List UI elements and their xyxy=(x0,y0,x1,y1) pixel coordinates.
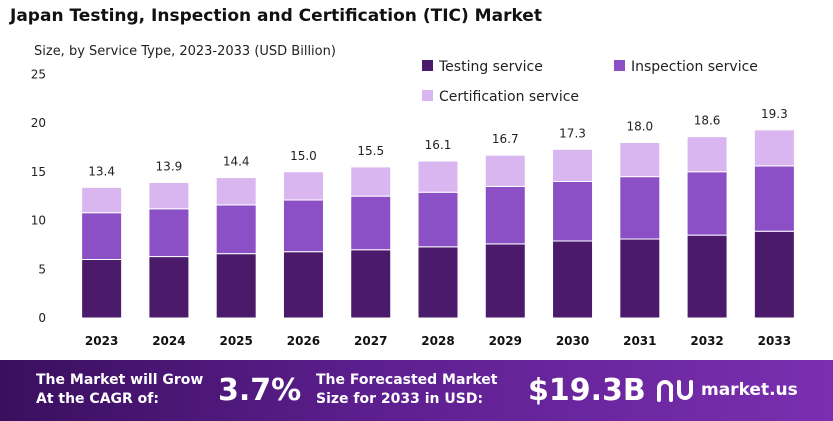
bar-total-label: 15.0 xyxy=(290,149,317,163)
x-tick-label: 2033 xyxy=(758,334,791,348)
bar-segment-testing-service xyxy=(753,230,795,319)
legend-swatch xyxy=(422,90,433,101)
bar-segment-inspection-service xyxy=(148,208,190,258)
x-tick-label: 2032 xyxy=(690,334,723,348)
cagr-label: The Market will Grow At the CAGR of: xyxy=(36,372,204,407)
bar-segment-certification-service xyxy=(215,177,257,206)
y-tick-label: 0 xyxy=(38,311,46,325)
x-tick-label: 2030 xyxy=(556,334,589,348)
bar-segment-testing-service xyxy=(686,234,728,319)
x-axis: 2023 2024 2025 2026 2027 2028 2029 2030 2031 2032… xyxy=(85,334,791,348)
legend-swatch xyxy=(422,60,433,71)
legend: Testing service Inspection service Certifi… xyxy=(422,59,758,105)
total-labels: 13.4 13.9 14.4 15.0 15.5 16.1 16.7 17.3 18.0 18.6… xyxy=(88,107,787,179)
legend-swatch xyxy=(614,60,625,71)
bar-segment-testing-service xyxy=(148,256,190,319)
bar-total-label: 17.3 xyxy=(559,126,586,140)
chart-title: Japan Testing, Inspection and Certificat… xyxy=(10,6,542,26)
forecast-value: $19.3B xyxy=(528,373,646,408)
bar-segment-certification-service xyxy=(350,166,392,197)
bar-segment-certification-service xyxy=(417,160,459,193)
bar-segment-certification-service xyxy=(619,142,661,178)
footer-banner: The Market will Grow At the CAGR of: 3.7… xyxy=(0,360,833,421)
bar-total-label: 16.1 xyxy=(425,138,452,152)
y-tick-label: 15 xyxy=(31,165,46,179)
cagr-value: 3.7% xyxy=(218,373,302,408)
bar-segment-testing-service xyxy=(81,259,123,319)
y-tick-label: 10 xyxy=(31,214,46,228)
bar-segment-inspection-service xyxy=(81,212,123,260)
bar-total-label: 18.6 xyxy=(694,114,721,128)
y-tick-label: 25 xyxy=(31,67,46,81)
bar-segment-testing-service xyxy=(215,253,257,319)
y-tick-label: 20 xyxy=(31,116,46,130)
bar-segment-certification-service xyxy=(686,136,728,173)
bar-segment-certification-service xyxy=(753,129,795,167)
x-tick-label: 2029 xyxy=(489,334,522,348)
bar-segment-certification-service xyxy=(552,148,594,182)
bar-segment-inspection-service xyxy=(282,199,324,253)
bar-total-label: 18.0 xyxy=(626,120,653,134)
bar-segment-certification-service xyxy=(81,186,123,214)
forecast-label: The Forecasted Market Size for 2033 in U… xyxy=(316,372,498,407)
legend-label: Inspection service xyxy=(631,59,758,75)
bar-segment-certification-service xyxy=(148,181,190,210)
market-us-logo-icon xyxy=(657,380,693,402)
bar-segment-inspection-service xyxy=(753,165,795,232)
bar-segment-testing-service xyxy=(350,249,392,319)
legend-label: Certification service xyxy=(439,89,579,105)
x-tick-label: 2024 xyxy=(152,334,185,348)
bar-segment-certification-service xyxy=(484,154,526,187)
bar-segment-testing-service xyxy=(282,251,324,319)
bar-segment-inspection-service xyxy=(215,204,257,255)
bar-segment-inspection-service xyxy=(686,171,728,236)
bar-segment-testing-service xyxy=(552,240,594,319)
bar-segment-inspection-service xyxy=(484,185,526,245)
bar-total-label: 13.9 xyxy=(156,159,183,173)
bar-segment-inspection-service xyxy=(350,195,392,251)
y-axis: 0 5 10 15 20 25 xyxy=(31,67,46,325)
legend-label: Testing service xyxy=(438,59,543,75)
x-tick-label: 2028 xyxy=(421,334,454,348)
y-tick-label: 5 xyxy=(38,262,46,276)
bars-group xyxy=(81,129,795,319)
bar-segment-testing-service xyxy=(417,246,459,319)
x-tick-label: 2027 xyxy=(354,334,387,348)
bar-segment-inspection-service xyxy=(552,181,594,242)
bar-total-label: 15.5 xyxy=(357,144,384,158)
bar-total-label: 16.7 xyxy=(492,132,519,146)
x-tick-label: 2025 xyxy=(219,334,252,348)
bar-segment-inspection-service xyxy=(619,176,661,240)
brand-name: market.us xyxy=(701,380,798,400)
bar-segment-testing-service xyxy=(484,243,526,319)
bar-total-label: 14.4 xyxy=(223,155,250,169)
bar-total-label: 13.4 xyxy=(88,164,115,178)
bar-total-label: 19.3 xyxy=(761,107,788,121)
bar-segment-inspection-service xyxy=(417,191,459,248)
x-tick-label: 2031 xyxy=(623,334,656,348)
chart-subtitle: Size, by Service Type, 2023-2033 (USD Bi… xyxy=(34,44,336,59)
x-tick-label: 2023 xyxy=(85,334,118,348)
bar-segment-certification-service xyxy=(282,171,324,201)
brand: market.us xyxy=(655,376,798,404)
bar-segment-testing-service xyxy=(619,238,661,319)
x-tick-label: 2026 xyxy=(287,334,320,348)
